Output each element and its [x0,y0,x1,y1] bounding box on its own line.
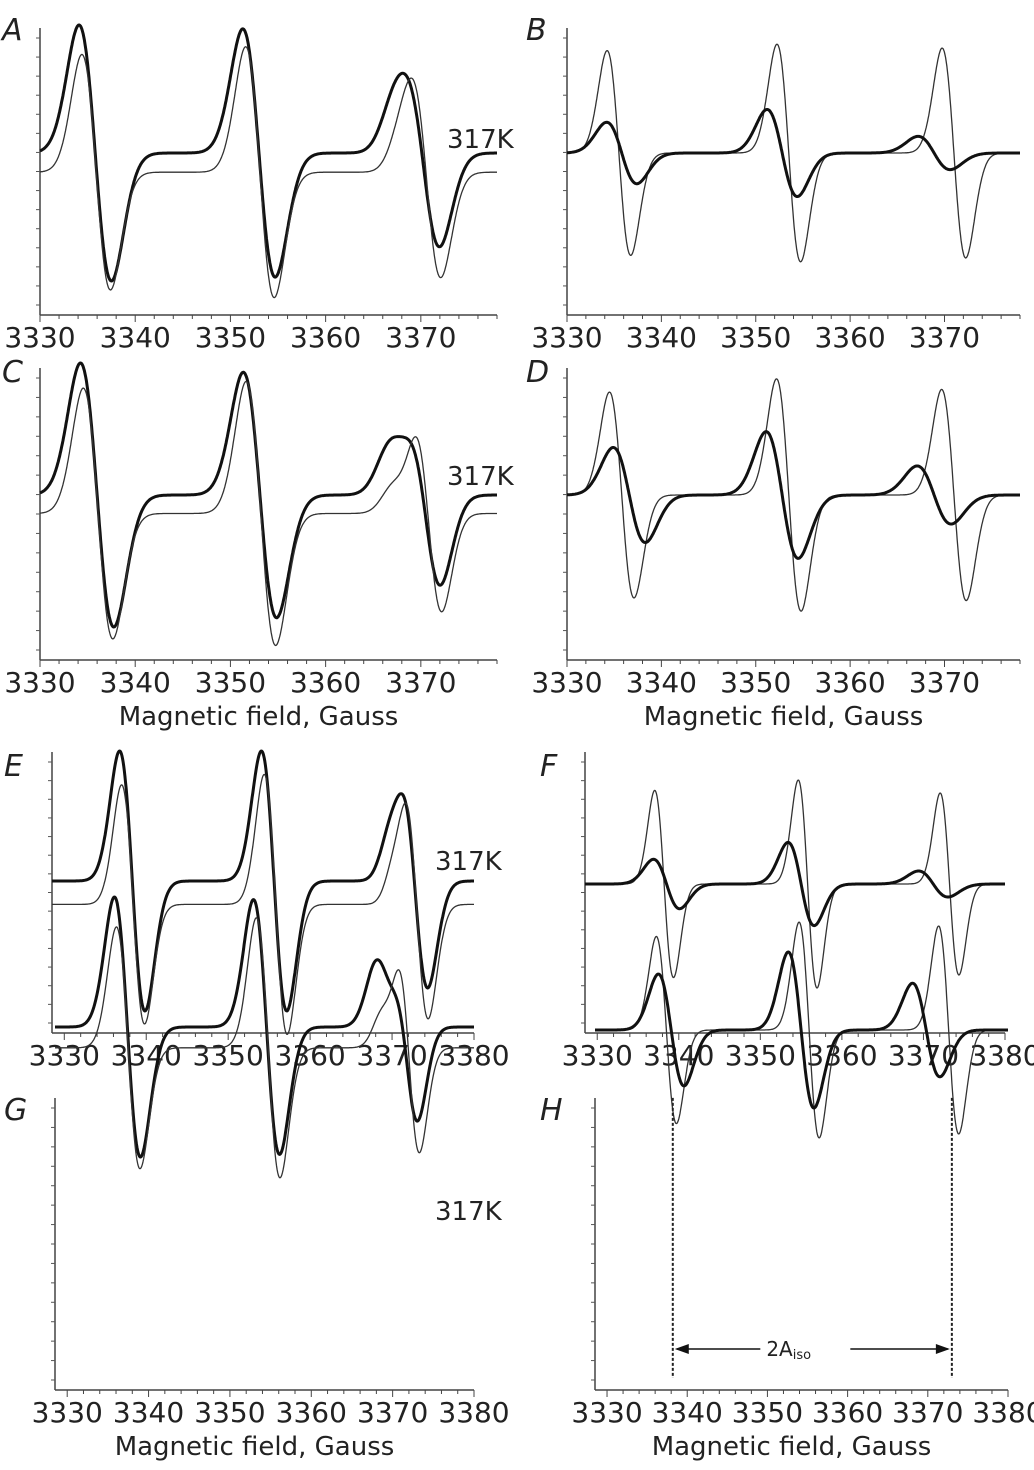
x-tick-label: 3350 [720,321,791,354]
x-tick-label: 3370 [385,321,456,354]
panel-b: 3330 3340 3350 3360 3370 B [526,13,1021,354]
panel-e: 3330 3340 3350 3360 3370 3380 E 317K [4,749,510,1072]
panel-letter: C [2,355,23,390]
x-tick-label: 3350 [194,1396,265,1429]
spectrum-line-thick [594,950,1009,1110]
x-tick-label: 3340 [626,321,697,354]
x-tick-label: 3370 [385,666,456,699]
x-tick-label: 3370 [357,1396,428,1429]
spectrum-line-thin [594,921,1009,1139]
spectrum-line-thin [54,917,475,1179]
x-axis-title: Magnetic field, Gauss [644,702,924,732]
aiso-arrowhead-right [935,1344,950,1354]
x-tick-label: 3360 [812,1396,883,1429]
spectrum-line-thin [51,773,475,1036]
x-tick-label: 3330 [531,666,602,699]
panel-letter: F [540,749,558,784]
panel-letter: E [4,749,23,784]
panel-letter: B [526,13,547,48]
x-tick-label: 3360 [290,666,361,699]
x-tick-label: 3340 [111,1039,182,1072]
aiso-label: 2Aiso [766,1337,811,1363]
spectrum-line-thin [566,378,1021,612]
x-axis-title: Magnetic field, Gauss [115,1432,395,1462]
x-tick-label: 3330 [571,1396,642,1429]
x-tick-label: 3360 [290,321,361,354]
x-tick-label: 3350 [195,666,266,699]
spectrum-line-thin [584,779,1006,989]
x-tick-label: 3360 [806,1039,877,1072]
spectrum-line-thick [39,23,498,283]
aiso-arrowhead-left [674,1344,689,1354]
spectrum-line-thin [566,43,1021,263]
panel-letter: A [0,13,23,48]
spectrum-line-thick [566,430,1021,560]
spectrum-line-thick [566,108,1021,198]
x-tick-label: 3340 [626,666,697,699]
x-tick-label: 3350 [725,1039,796,1072]
spectrum-line-thick [39,361,498,629]
panel-h: 3330 3340 3350 3360 3370 3380 Magnetic field, … [540,921,1034,1462]
x-tick-label: 3340 [652,1396,723,1429]
x-tick-label: 3330 [29,1039,100,1072]
x-tick-label: 3370 [892,1396,963,1429]
x-tick-label: 3360 [274,1039,345,1072]
spectrum-line-thin [40,380,497,647]
spectrum-line-thick [584,840,1006,928]
x-tick-label: 3330 [4,321,75,354]
x-tick-label: 3340 [100,321,171,354]
x-tick-label: 3360 [814,666,885,699]
x-tick-label: 3330 [32,1396,103,1429]
panel-a: 3330 3340 3350 3360 3370 A 317K [0,13,515,354]
x-axis-title: Magnetic field, Gauss [652,1432,932,1462]
x-tick-label: 3340 [100,666,171,699]
x-tick-label: 3330 [531,321,602,354]
x-tick-label: 3340 [113,1396,184,1429]
x-tick-label: 3360 [276,1396,347,1429]
panel-g: 3330 3340 3350 3360 3370 3380 Magnetic field, … [4,895,510,1462]
panel-letter: D [526,355,549,390]
spectrum-line-thin [39,46,497,299]
spectrum-line-thick [54,895,475,1159]
x-tick-label: 3350 [732,1396,803,1429]
x-tick-label: 3370 [909,666,980,699]
temperature-label: 317K [435,1197,503,1227]
panel-letter: H [540,1093,563,1128]
temperature-label: 317K [447,125,515,155]
temperature-label: 317K [447,462,515,492]
x-tick-label: 3350 [195,321,266,354]
x-axis-title: Magnetic field, Gauss [119,702,399,732]
x-tick-label: 3370 [909,321,980,354]
x-tick-label: 3380 [438,1039,509,1072]
x-tick-label: 3330 [4,666,75,699]
spectrum-line-thick [51,749,475,1013]
temperature-label: 317K [435,847,503,877]
x-tick-label: 3330 [562,1039,633,1072]
x-tick-label: 3360 [814,321,885,354]
panel-letter: G [4,1093,27,1128]
x-tick-label: 3350 [720,666,791,699]
x-tick-label: 3370 [356,1039,427,1072]
x-tick-label: 3380 [972,1396,1034,1429]
x-tick-label: 3380 [438,1396,509,1429]
x-tick-label: 3380 [969,1039,1034,1072]
x-tick-label: 3340 [643,1039,714,1072]
x-tick-label: 3350 [193,1039,264,1072]
